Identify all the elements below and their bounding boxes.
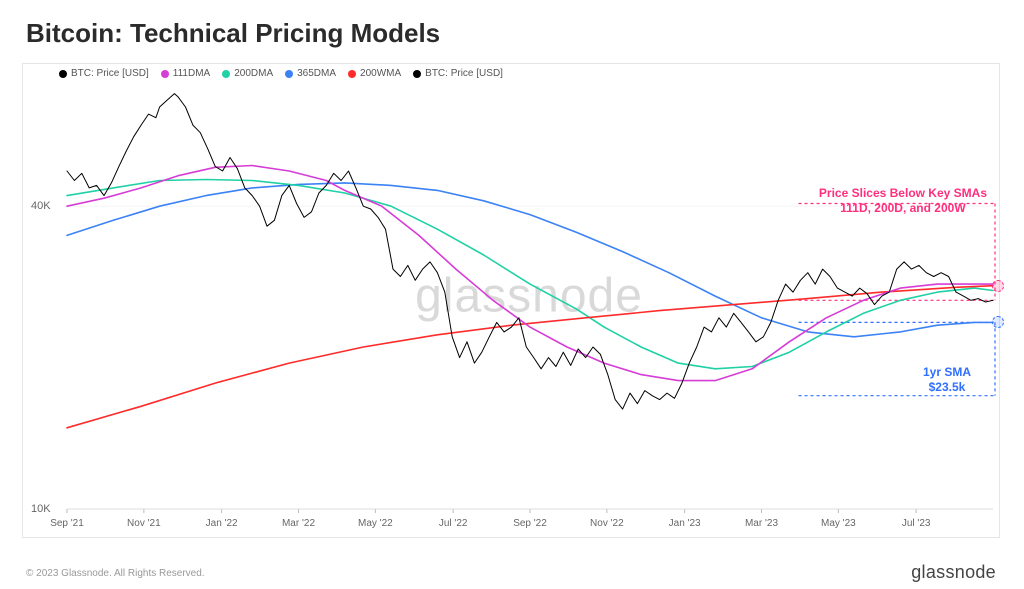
y-axis-label: 10K [31,503,51,515]
x-axis-label: Nov '22 [590,518,624,529]
x-axis-label: Sep '22 [513,518,547,529]
x-axis-label: Jan '22 [206,518,238,529]
x-axis-label: May '23 [821,518,856,529]
y-axis-label: 40K [31,200,51,212]
legend-dot-icon [348,70,356,78]
legend-label: 111DMA [173,68,210,79]
legend-item: 200DMA [222,68,273,79]
chart-legend: BTC: Price [USD] 111DMA 200DMA 365DMA 200WMA… [59,68,503,79]
x-axis-label: Jan '23 [669,518,701,529]
legend-item: BTC: Price [USD] [413,68,503,79]
legend-label: BTC: Price [USD] [425,68,503,79]
chart-title: Bitcoin: Technical Pricing Models [26,18,1002,49]
legend-item: 200WMA [348,68,401,79]
legend-item: 365DMA [285,68,336,79]
legend-dot-icon [161,70,169,78]
legend-item: 111DMA [161,68,210,79]
chart-svg [67,84,993,509]
annotation-blue-circle-icon [992,316,1004,328]
legend-item: BTC: Price [USD] [59,68,149,79]
legend-dot-icon [413,70,421,78]
legend-label: 365DMA [297,68,336,79]
brand-logo-text: glassnode [911,562,996,583]
footer-copyright: © 2023 Glassnode. All Rights Reserved. [26,568,205,579]
chart-plot-area: glassnode [67,84,991,507]
x-axis-label: May '22 [358,518,393,529]
legend-dot-icon [59,70,67,78]
x-axis-label: Jul '23 [902,518,931,529]
x-axis-label: Sep '21 [50,518,84,529]
chart-container: Bitcoin: Technical Pricing Models BTC: P… [0,0,1024,589]
x-axis-label: Mar '22 [282,518,315,529]
x-axis-label: Jul '22 [439,518,468,529]
legend-label: 200WMA [360,68,401,79]
x-axis-label: Mar '23 [745,518,778,529]
legend-dot-icon [285,70,293,78]
chart-frame: BTC: Price [USD] 111DMA 200DMA 365DMA 200WMA… [22,63,1000,538]
annotation-pink-circle-icon [992,280,1004,292]
legend-label: 200DMA [234,68,273,79]
legend-label: BTC: Price [USD] [71,68,149,79]
legend-dot-icon [222,70,230,78]
x-axis-label: Nov '21 [127,518,161,529]
